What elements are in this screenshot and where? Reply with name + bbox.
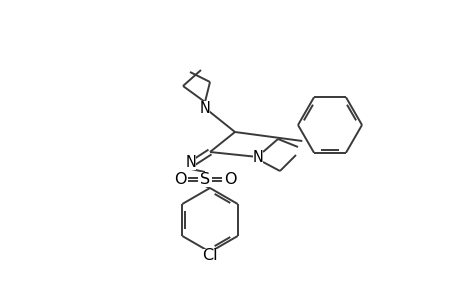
Text: N: N — [199, 100, 210, 116]
Text: O: O — [223, 172, 236, 187]
Text: N: N — [185, 154, 196, 169]
Text: S: S — [200, 172, 210, 187]
Text: Cl: Cl — [202, 248, 218, 263]
Text: O: O — [174, 172, 186, 187]
Text: N: N — [252, 149, 263, 164]
